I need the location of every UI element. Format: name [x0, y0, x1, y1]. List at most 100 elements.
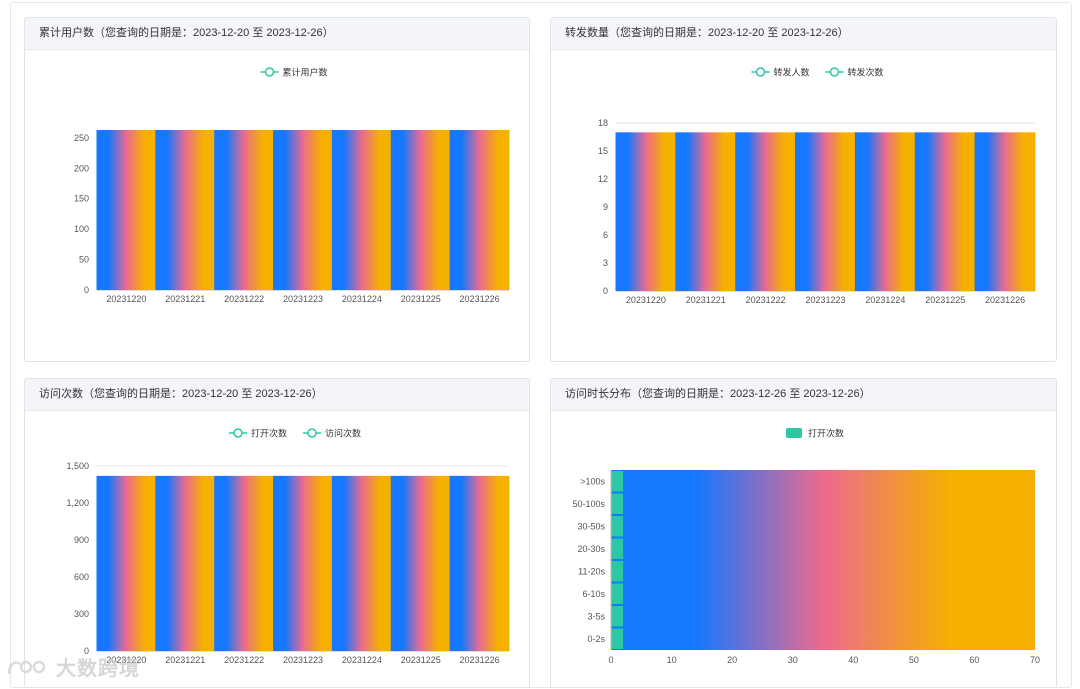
y-tick-label: 20-30s: [577, 544, 605, 554]
bar: [96, 475, 157, 651]
y-tick-label: 900: [74, 535, 89, 545]
bar: [611, 516, 624, 537]
bar: [273, 130, 333, 290]
bar: [615, 132, 677, 291]
x-tick-label: 20231221: [165, 294, 205, 304]
x-tick-label: 20231224: [865, 295, 905, 305]
y-tick-label: 100: [74, 224, 89, 234]
y-tick-label: 15: [598, 146, 608, 156]
bar: [97, 476, 157, 651]
x-tick-label: 20: [727, 655, 737, 665]
y-tick-label: 0-2s: [587, 634, 605, 644]
chart-card-forwards: 转发数量（您查询的日期是：2023-12-20 至 2023-12-26） 转发…: [550, 17, 1057, 362]
y-tick-label: 0: [84, 285, 89, 295]
x-tick-label: 20231224: [342, 294, 382, 304]
legend-label: 打开次数: [251, 428, 287, 439]
y-tick-label: 300: [74, 609, 89, 619]
bar: [616, 132, 677, 291]
x-tick-label: 20231225: [401, 294, 441, 304]
legend-label: 访问次数: [325, 428, 361, 439]
bar: [611, 538, 624, 559]
card-title: 转发数量（您查询的日期是：2023-12-20 至 2023-12-26）: [551, 18, 1056, 50]
x-tick-label: 20231221: [686, 295, 726, 305]
bar: [795, 132, 856, 291]
legend-item: 转发次数: [825, 67, 884, 78]
bar: [391, 476, 451, 651]
bar: [611, 606, 624, 627]
bar-group: [615, 132, 1036, 291]
legend-marker: [829, 67, 840, 77]
bar: [449, 130, 510, 290]
legend-marker: [307, 428, 317, 438]
bar: [331, 130, 392, 290]
x-tick-label: 20231222: [224, 294, 264, 304]
x-tick-label: 20231223: [283, 655, 323, 665]
bar: [675, 132, 736, 291]
y-tick-label: 1,200: [66, 498, 89, 508]
bar: [273, 475, 333, 651]
bar: [332, 476, 392, 651]
x-tick-label: 20231220: [106, 655, 146, 665]
x-tick-label: 10: [667, 655, 677, 665]
bar: [735, 132, 796, 291]
bar: [390, 475, 451, 651]
legend-label: 累计用户数: [283, 67, 328, 78]
bar: [854, 132, 916, 291]
legend-marker: [264, 67, 275, 77]
x-tick-label: 20231221: [165, 655, 205, 665]
y-tick-label: 600: [74, 572, 89, 582]
x-tick-label: 30: [788, 655, 798, 665]
y-tick-label: 30-50s: [577, 521, 605, 531]
y-tick-label: 0: [603, 286, 608, 296]
y-tick-label: >100s: [580, 476, 605, 486]
x-tick-label: 20231225: [925, 295, 965, 305]
legend-label: 转发次数: [848, 67, 884, 78]
y-tick-label: 12: [598, 174, 608, 184]
x-tick-label: 20231223: [805, 295, 845, 305]
legend-label: 转发人数: [774, 67, 810, 78]
logo-icon: [7, 660, 46, 674]
chart-cumulative-users: 累计用户数 0 50 100 150 200 250 20231220 20231221 2023…: [74, 67, 510, 304]
x-tick-label: 20231226: [460, 655, 500, 665]
bar: [273, 476, 333, 651]
legend-item: 转发人数: [751, 67, 810, 78]
chart-card-cumulative-users: 累计用户数（您查询的日期是：2023-12-20 至 2023-12-26） 累…: [24, 17, 530, 362]
x-tick-label: 40: [848, 655, 858, 665]
legend-label: 打开次数: [808, 428, 844, 439]
x-tick-label: 20231222: [224, 655, 264, 665]
x-tick-label: 60: [969, 655, 979, 665]
y-tick-label: 6: [603, 230, 608, 240]
bar-group: [96, 130, 510, 290]
bar: [914, 132, 976, 291]
x-tick-label: 70: [1030, 655, 1040, 665]
bar: [611, 583, 624, 604]
bar: [155, 476, 215, 651]
chart-forwards: 转发人数 转发次数 0 3 6 9 12 15 18 20231220 20231221 202312…: [598, 67, 1036, 305]
bar: [611, 471, 624, 492]
chart-card-visit-duration: 访问时长分布（您查询的日期是：2023-12-26 至 2023-12-26） …: [550, 378, 1057, 688]
bar: [155, 475, 216, 651]
bar: [96, 130, 157, 290]
watermark-text: 大数跨境: [56, 658, 140, 680]
card-title: 访问时长分布（您查询的日期是：2023-12-26 至 2023-12-26）: [551, 379, 1056, 411]
legend-item: 打开次数: [229, 428, 287, 439]
x-tick-label: 20231222: [746, 295, 786, 305]
bar: [449, 475, 510, 651]
x-tick-label: 50: [909, 655, 919, 665]
x-tick-label: 20231220: [626, 295, 666, 305]
bar: [975, 132, 1036, 291]
legend-item: 访问次数: [303, 428, 361, 439]
x-tick-label: 20231225: [401, 655, 441, 665]
bar: [795, 132, 856, 291]
bar: [155, 130, 216, 290]
y-tick-label: 50-100s: [572, 499, 605, 509]
y-tick-label: 3: [603, 258, 608, 268]
x-tick-label: 0: [608, 655, 613, 665]
y-tick-label: 1,500: [66, 461, 89, 471]
bar: [450, 476, 510, 651]
legend-swatch: [786, 428, 802, 438]
bar: [611, 628, 624, 649]
y-tick-label: 200: [74, 163, 89, 173]
x-tick-label: 20231223: [283, 294, 323, 304]
background-band: [611, 470, 1035, 650]
